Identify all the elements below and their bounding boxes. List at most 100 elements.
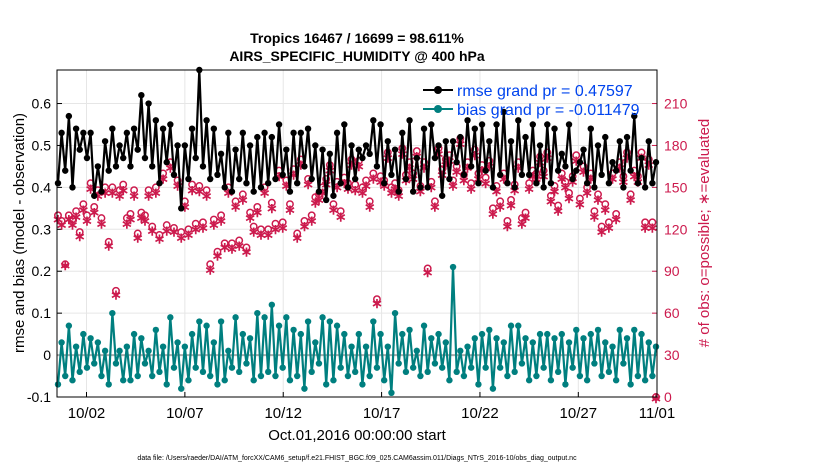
bias-point [134, 372, 141, 380]
rmse-point [58, 129, 65, 137]
rmse-point [265, 179, 272, 187]
obs-possible-marker [242, 243, 251, 252]
rmse-point [627, 167, 634, 174]
rmse-point [511, 184, 518, 191]
rmse-point [616, 138, 623, 145]
rmse-point [326, 150, 334, 158]
y-right-tick-labels: 0 30 60 90 120 150 180 210 [664, 96, 688, 405]
rmse-point [65, 112, 73, 120]
obs-evaluated-marker: ∗ [193, 183, 205, 199]
obs-evaluated-marker: ∗ [248, 224, 260, 240]
obs-possible-marker [481, 173, 490, 182]
bias-point [486, 326, 493, 334]
obs-evaluated-marker: ∗ [599, 201, 611, 217]
obs-evaluated-marker: ∗ [128, 187, 140, 203]
obs-evaluated-marker: ∗ [52, 211, 64, 227]
obs-evaluated-marker: ∗ [70, 208, 82, 224]
obs-evaluated-marker: ∗ [244, 210, 256, 226]
bias-point [453, 368, 460, 376]
bias-point [170, 364, 178, 371]
obs-evaluated-marker: ∗ [114, 187, 126, 203]
bias-point [315, 360, 323, 367]
rmse-point [645, 138, 652, 145]
rmse-point [373, 163, 381, 170]
bias-point [645, 339, 652, 346]
bias-point [355, 330, 363, 338]
x-tick-label: 10/17 [363, 405, 401, 422]
bias-point [243, 360, 250, 367]
rmse-point [573, 167, 580, 174]
bias-point [544, 330, 551, 338]
bias-point [420, 322, 428, 329]
obs-evaluated-marker: ∗ [534, 154, 546, 170]
obs-evaluated-marker: ∗ [480, 175, 492, 191]
obs-evaluated-marker: ∗ [335, 208, 347, 224]
obs-evaluated-marker: ∗ [469, 147, 481, 163]
y-right-axis-label: # of obs: o=possible; ∗=evaluated [696, 119, 713, 348]
obs-evaluated-marker: ∗ [280, 178, 292, 194]
rmse-point [149, 163, 156, 170]
rmse-point [199, 163, 207, 170]
obs-possible-marker [90, 202, 99, 211]
obs-evaluated-marker: ∗ [527, 168, 539, 184]
obs-evaluated-marker: ∗ [63, 211, 75, 227]
y-right-tick-label: 150 [664, 179, 688, 195]
bias-point [558, 330, 565, 338]
bias-point [377, 330, 384, 338]
obs-evaluated-marker: ∗ [230, 199, 242, 215]
bias-point [533, 372, 540, 380]
rmse-point [507, 138, 515, 145]
rmse-point [587, 125, 594, 132]
bias-point [467, 364, 475, 371]
obs-evaluated-marker: ∗ [288, 166, 300, 182]
obs-evaluated-marker: ∗ [324, 162, 336, 178]
obs-possible-marker [590, 207, 599, 216]
bias-point [598, 372, 605, 380]
rmse-point [105, 167, 112, 174]
obs-evaluated-marker: ∗ [146, 222, 158, 238]
bias-point [87, 335, 94, 342]
obs-evaluated-marker: ∗ [125, 211, 137, 227]
legend-rmse-label: rmse grand pr = 0.47597 [457, 83, 633, 100]
rmse-point [544, 121, 551, 128]
obs-evaluated-marker: ∗ [589, 208, 601, 224]
bias-point [540, 364, 547, 371]
obs-evaluated-marker: ∗ [603, 220, 615, 236]
x-tick-label: 11/01 [639, 405, 675, 422]
obs-evaluated-marker: ∗ [512, 159, 524, 175]
bias-point [366, 372, 373, 380]
obs-evaluated-marker: ∗ [96, 215, 108, 231]
bias-point [120, 377, 127, 384]
obs-evaluated-marker: ∗ [494, 199, 506, 215]
rmse-point [359, 154, 366, 162]
bias-point [580, 335, 587, 342]
obs-evaluated-marker: ∗ [197, 220, 209, 236]
obs-possible-marker [412, 147, 421, 156]
bias-point [565, 339, 573, 346]
legend: rmse grand pr = 0.47597 bias grand pr = … [423, 83, 640, 119]
obs-possible-marker [561, 177, 570, 186]
obs-possible-marker [195, 182, 204, 190]
bias-point [236, 368, 243, 376]
rmse-point [236, 175, 243, 183]
bias-point [217, 318, 225, 325]
obs-evaluated-marker: ∗ [458, 172, 470, 188]
obs-evaluated-marker: ∗ [578, 164, 590, 180]
obs-evaluated-marker: ∗ [502, 218, 514, 234]
obs-evaluated-marker: ∗ [386, 185, 398, 201]
obs-evaluated-marker: ∗ [222, 185, 234, 201]
rmse-point [377, 121, 384, 128]
bias-point [424, 368, 431, 376]
rmse-point [467, 163, 475, 170]
y-tick-label: 0.1 [32, 305, 52, 321]
bias-point [507, 322, 515, 329]
obs-possible-marker [202, 186, 211, 195]
rmse-point [94, 163, 102, 170]
obs-evaluated-marker: ∗ [422, 264, 434, 280]
obs-evaluated-marker: ∗ [389, 180, 401, 196]
rmse-point [167, 121, 174, 128]
rmse-point [268, 133, 276, 141]
y-right-tick-label: 180 [664, 137, 688, 153]
bias-line [56, 265, 658, 394]
obs-evaluated-marker: ∗ [560, 179, 572, 195]
